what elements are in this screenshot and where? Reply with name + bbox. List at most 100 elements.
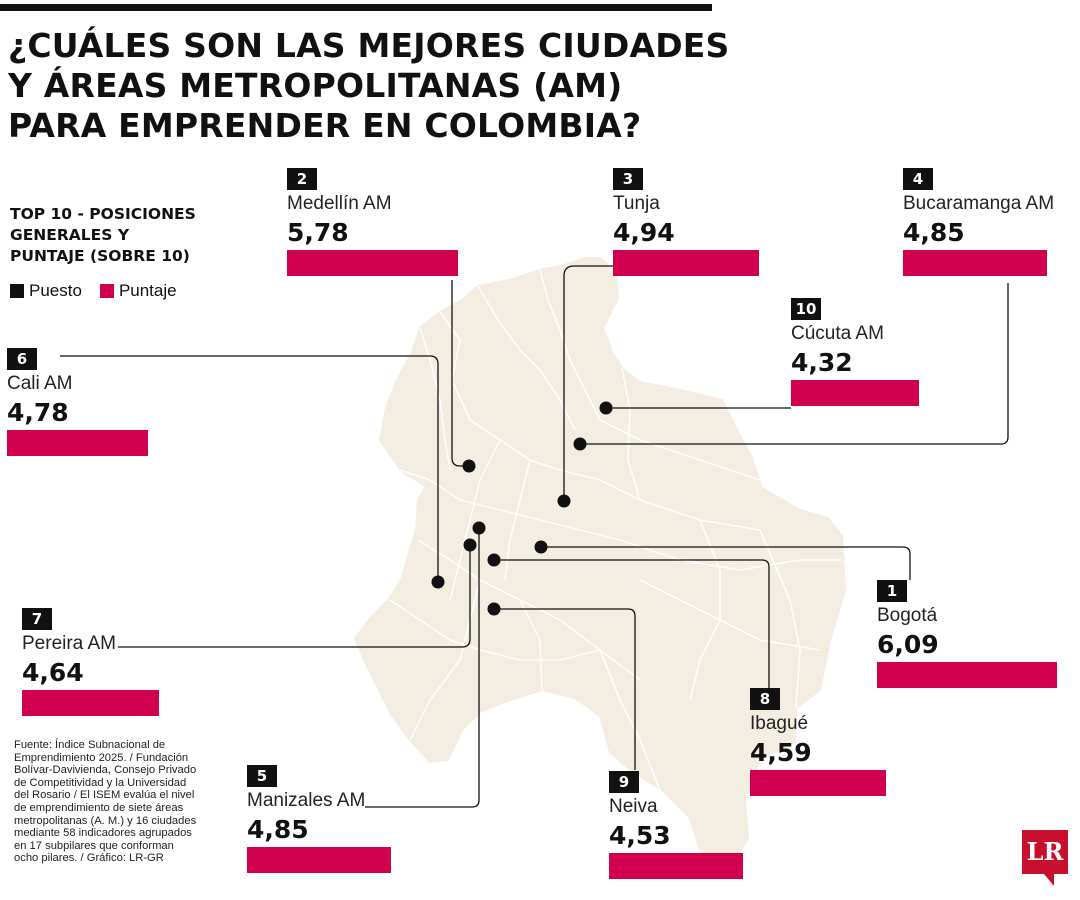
legend: Puesto Puntaje: [10, 281, 177, 301]
city-markers: [431, 401, 613, 616]
page-title: ¿CUÁLES SON LAS MEJORES CIUDADES Y ÁREAS…: [8, 26, 730, 146]
city-label-pereira: 7 Pereira AM 4,64: [22, 608, 159, 716]
city-dot-medellin: [462, 459, 476, 473]
rank-badge: 8: [750, 688, 780, 710]
source-line: en 17 subpilares que conforman: [14, 839, 174, 852]
rank-badge: 6: [7, 348, 37, 370]
rank-badge: 1: [877, 580, 907, 602]
city-name: Ibagué: [750, 713, 809, 734]
city-dot-neiva: [487, 602, 501, 616]
score-bar: [877, 662, 1057, 688]
rank-badge: 4: [903, 168, 933, 190]
city-label-medellin: 2 Medellín AM 5,78: [287, 168, 458, 276]
department-borders: [389, 269, 842, 791]
city-score: 4,85: [903, 218, 965, 247]
city-label-cali: 6 Cali AM 4,78: [7, 348, 148, 456]
legend-heading-line-1: TOP 10 - POSICIONES: [10, 205, 196, 223]
lr-logo: LR: [1022, 830, 1068, 874]
city-dot-bogota: [534, 540, 548, 554]
city-label-bogota: 1 Bogotá 6,09: [877, 580, 1057, 688]
score-bar: [247, 847, 391, 873]
rank-badge: 5: [247, 765, 277, 787]
legend-heading: TOP 10 - POSICIONES GENERALES Y PUNTAJE …: [10, 204, 240, 267]
city-score: 4,78: [7, 398, 69, 427]
rank-badge: 2: [287, 168, 317, 190]
score-bar: [287, 250, 458, 276]
source-line: de emprendimiento de siete áreas: [14, 801, 184, 814]
source-line: Fuente: Índice Subnacional de: [14, 739, 166, 751]
city-name: Bogotá: [877, 605, 938, 626]
title-line-3: PARA EMPRENDER EN COLOMBIA?: [8, 106, 642, 145]
city-label-tunja: 3 Tunja 4,94: [613, 168, 759, 276]
score-bar: [750, 770, 886, 796]
city-dot-cucuta: [599, 401, 613, 415]
city-dot-bucaramanga: [573, 437, 587, 451]
connector-tunja: [563, 265, 614, 501]
city-name: Manizales AM: [247, 790, 366, 811]
city-dot-ibague: [487, 553, 501, 567]
city-dot-pereira: [463, 538, 477, 552]
source-line: ocho pilares. / Gráfico: LR-GR: [14, 852, 164, 865]
rank-badge: 10: [791, 298, 821, 320]
map-silhouette: [353, 257, 847, 880]
city-score: 4,64: [22, 658, 84, 687]
city-dot-tunja: [557, 494, 571, 508]
connector-ibague: [494, 559, 770, 688]
city-score: 4,85: [247, 815, 309, 844]
city-score: 4,32: [791, 348, 853, 377]
city-score: 5,78: [287, 218, 349, 247]
city-label-neiva: 9 Neiva 4,53: [609, 771, 743, 879]
city-name: Cúcuta AM: [791, 323, 884, 344]
score-bar: [609, 853, 743, 879]
city-score: 4,94: [613, 218, 675, 247]
source-line: Bolívar-Davivienda, Consejo Privado: [14, 764, 197, 777]
city-name: Pereira AM: [22, 633, 116, 654]
connector-pereira: [118, 545, 471, 648]
connector-medellin: [451, 280, 469, 467]
source-line: mediante 58 indicadores agrupados: [14, 827, 192, 840]
legend-rank-label: Puesto: [29, 281, 82, 300]
city-name: Medellín AM: [287, 193, 392, 214]
city-dot-manizales: [472, 521, 486, 535]
header-rule: [0, 4, 712, 11]
score-bar: [613, 250, 759, 276]
legend-rank-swatch: [10, 284, 24, 298]
score-bar: [22, 690, 159, 716]
score-bar: [791, 380, 919, 406]
title-line-2: Y ÁREAS METROPOLITANAS (AM): [8, 66, 623, 105]
city-score: 4,53: [609, 821, 671, 850]
city-score: 4,59: [750, 738, 812, 767]
city-label-ibague: 8 Ibagué 4,59: [750, 688, 886, 796]
legend-heading-line-3: PUNTAJE (SOBRE 10): [10, 247, 190, 265]
city-label-cucuta: 10 Cúcuta AM 4,32: [791, 298, 919, 406]
title-line-1: ¿CUÁLES SON LAS MEJORES CIUDADES: [8, 26, 730, 65]
connector-neiva: [494, 608, 636, 770]
legend-score-label: Puntaje: [118, 281, 177, 300]
connector-bucaramanga: [580, 283, 1009, 445]
city-label-bucaramanga: 4 Bucaramanga AM 4,85: [903, 168, 1054, 276]
rank-badge: 3: [613, 168, 643, 190]
lr-logo-tail: [1044, 874, 1054, 886]
source-line: del Rosario / El ISEM evalúa el nivel: [14, 789, 195, 802]
city-name: Neiva: [609, 796, 658, 817]
rank-badge: 7: [22, 608, 52, 630]
source-line: metropolitanas (A. M.) y 16 ciudades: [14, 814, 197, 827]
city-name: Cali AM: [7, 373, 73, 394]
source-line: Emprendimiento 2025. / Fundación: [14, 751, 189, 764]
connector-cali: [60, 355, 439, 582]
connector-lines: [60, 265, 1009, 808]
connector-bogota: [541, 546, 911, 580]
connector-manizales: [365, 528, 480, 808]
rank-badge: 9: [609, 771, 639, 793]
legend-heading-line-2: GENERALES Y: [10, 226, 130, 244]
source-line: de Competitividad y la Universidad: [14, 776, 187, 789]
score-bar: [903, 250, 1047, 276]
source-note: Fuente: Índice Subnacional de Emprendimi…: [14, 739, 214, 865]
city-name: Bucaramanga AM: [903, 193, 1055, 214]
city-name: Tunja: [613, 193, 660, 214]
city-dot-cali: [431, 575, 445, 589]
legend-score-swatch: [99, 284, 114, 298]
city-label-manizales: 5 Manizales AM 4,85: [247, 765, 391, 873]
city-score: 6,09: [877, 630, 939, 659]
